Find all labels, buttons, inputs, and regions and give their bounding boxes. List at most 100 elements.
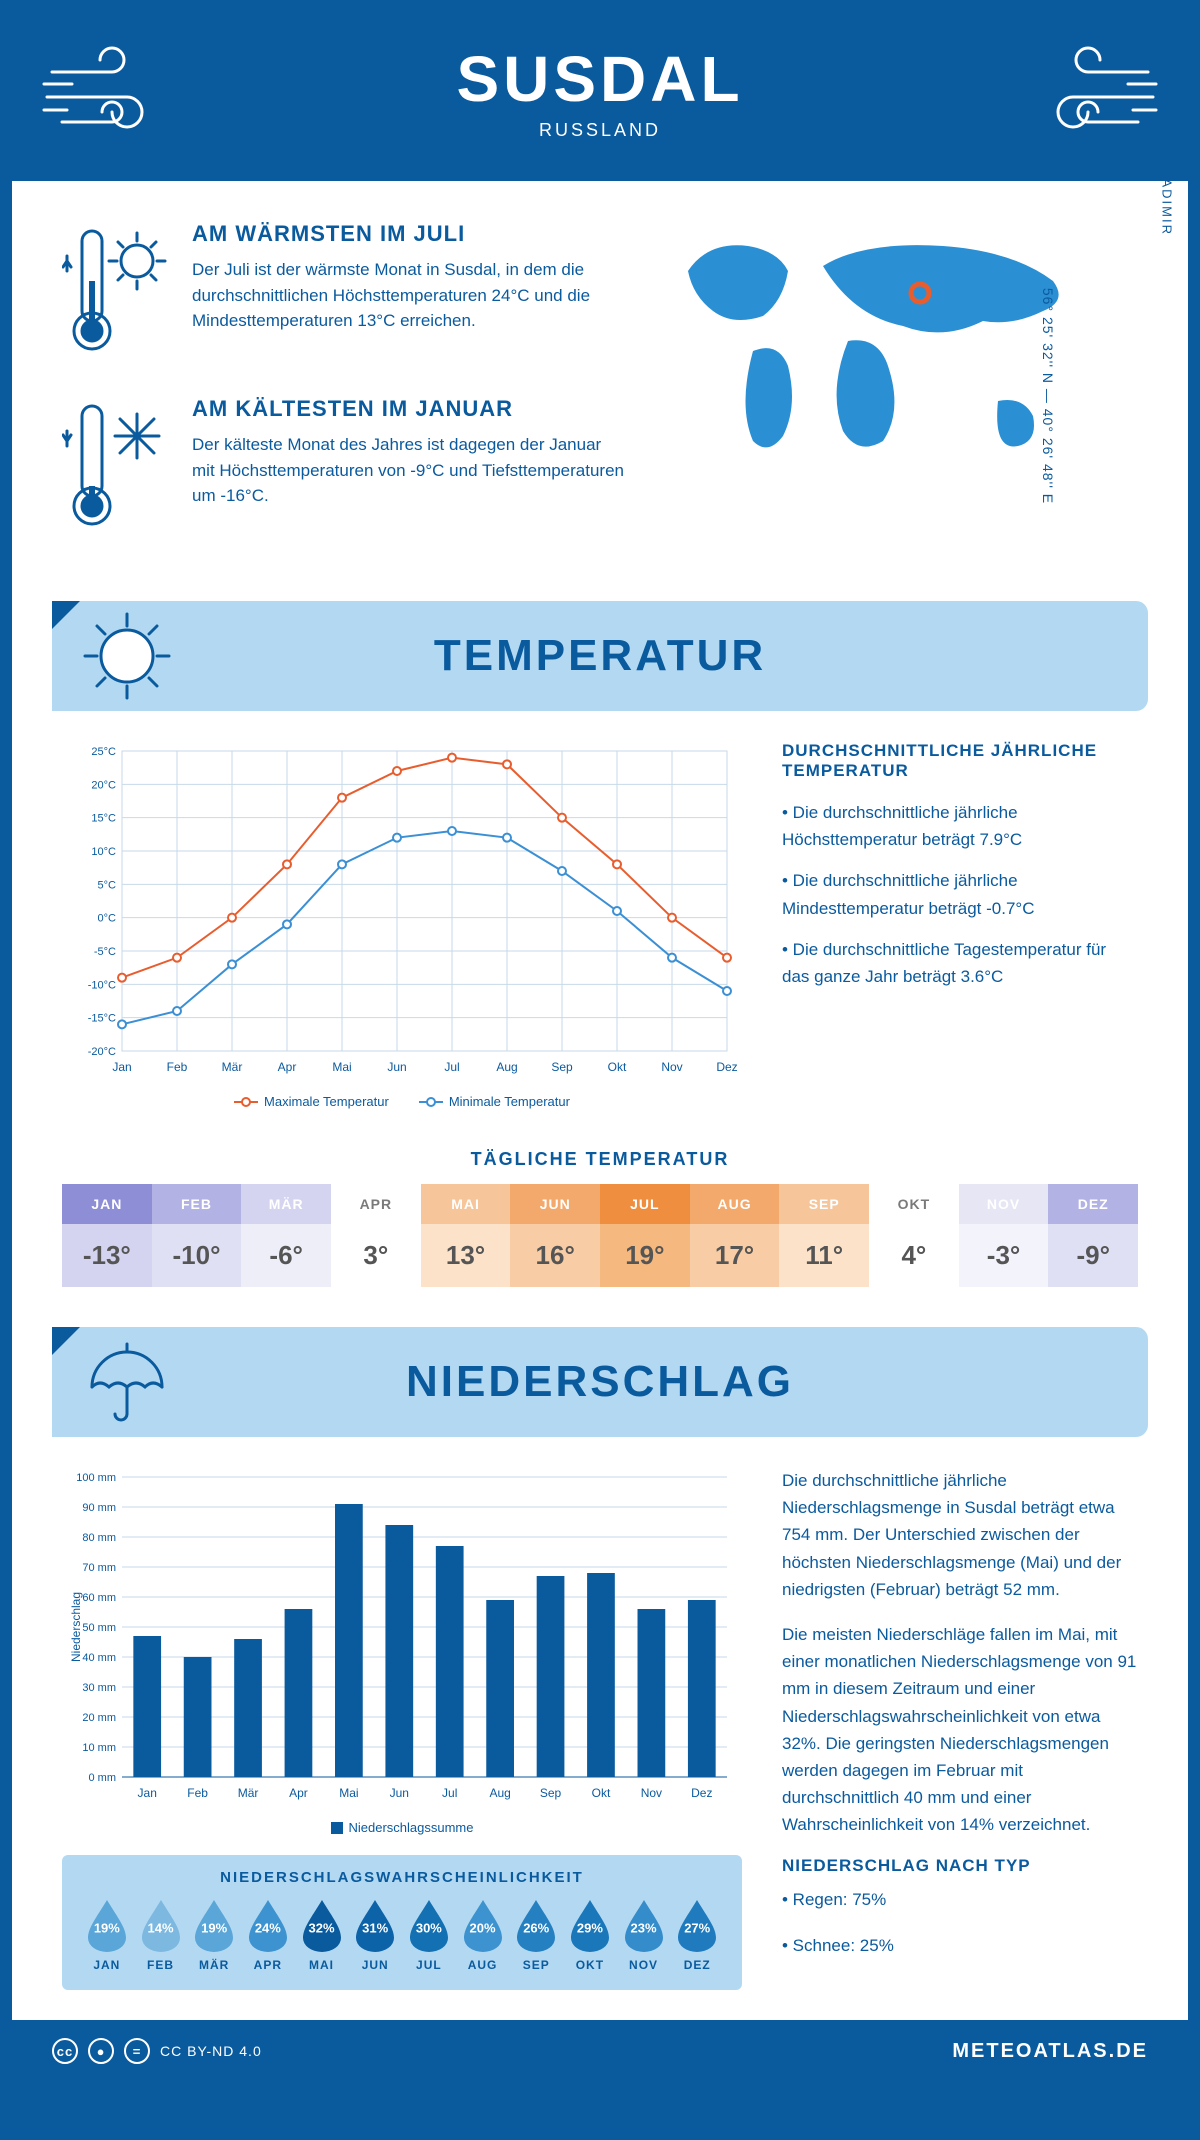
intro-section: AM WÄRMSTEN IM JULI Der Juli ist der wär… xyxy=(12,181,1188,601)
svg-text:80 mm: 80 mm xyxy=(82,1532,116,1544)
precipitation-text-block: Die durchschnittliche jährliche Niedersc… xyxy=(782,1467,1138,1990)
svg-text:Feb: Feb xyxy=(167,1060,188,1074)
svg-text:5°C: 5°C xyxy=(98,879,117,891)
svg-text:Feb: Feb xyxy=(187,1786,208,1800)
svg-text:Mai: Mai xyxy=(332,1060,351,1074)
daily-col: APR 3° xyxy=(331,1184,421,1287)
daily-col: AUG 17° xyxy=(690,1184,780,1287)
cc-icon: cc xyxy=(52,2038,78,2064)
site-label: METEOATLAS.DE xyxy=(952,2040,1148,2063)
map-block: VLADIMIR 56° 25' 32'' N — 40° 26' 48'' E xyxy=(658,221,1138,571)
daily-col: JUL 19° xyxy=(600,1184,690,1287)
coldest-block: AM KÄLTESTEN IM JANUAR Der kälteste Mona… xyxy=(62,396,628,541)
probability-item: 23% NOV xyxy=(617,1898,671,1972)
svg-text:Sep: Sep xyxy=(540,1786,562,1800)
region-label: VLADIMIR xyxy=(1159,159,1174,236)
svg-text:Mär: Mär xyxy=(222,1060,243,1074)
svg-text:-20°C: -20°C xyxy=(88,1046,116,1058)
daily-col: MAI 13° xyxy=(421,1184,511,1287)
svg-text:10°C: 10°C xyxy=(91,846,116,858)
stat-line: • Die durchschnittliche jährliche Höchst… xyxy=(782,799,1138,853)
by-icon: ● xyxy=(88,2038,114,2064)
svg-text:Jul: Jul xyxy=(442,1786,457,1800)
thermometer-snow-icon xyxy=(62,396,172,541)
probability-item: 29% OKT xyxy=(563,1898,617,1972)
wind-icon-left xyxy=(42,42,182,157)
world-map-icon xyxy=(658,221,1088,481)
raindrop-icon: 27% xyxy=(676,1898,718,1952)
svg-text:10 mm: 10 mm xyxy=(82,1742,116,1754)
legend-max-temp: Maximale Temperatur xyxy=(234,1094,389,1109)
daily-col: JUN 16° xyxy=(510,1184,600,1287)
svg-text:Aug: Aug xyxy=(496,1060,517,1074)
daily-col: JAN -13° xyxy=(62,1184,152,1287)
coordinates-label: 56° 25' 32'' N — 40° 26' 48'' E xyxy=(1040,288,1056,504)
svg-text:Niederschlag: Niederschlag xyxy=(69,1592,83,1662)
svg-text:Jul: Jul xyxy=(444,1060,459,1074)
svg-text:Dez: Dez xyxy=(716,1060,737,1074)
svg-text:Dez: Dez xyxy=(691,1786,712,1800)
raindrop-icon: 32% xyxy=(301,1898,343,1952)
probability-item: 26% SEP xyxy=(509,1898,563,1972)
header: SUSDAL RUSSLAND xyxy=(12,12,1188,181)
raindrop-icon: 20% xyxy=(462,1898,504,1952)
probability-item: 27% DEZ xyxy=(670,1898,724,1972)
raindrop-icon: 24% xyxy=(247,1898,289,1952)
svg-text:Nov: Nov xyxy=(661,1060,682,1074)
warmest-block: AM WÄRMSTEN IM JULI Der Juli ist der wär… xyxy=(62,221,628,366)
thermometer-sun-icon xyxy=(62,221,172,366)
svg-text:Jun: Jun xyxy=(390,1786,409,1800)
precipitation-bar-chart: 0 mm10 mm20 mm30 mm40 mm50 mm60 mm70 mm8… xyxy=(62,1467,742,1807)
svg-text:20°C: 20°C xyxy=(91,779,116,791)
stats-title: DURCHSCHNITTLICHE JÄHRLICHE TEMPERATUR xyxy=(782,741,1138,781)
probability-item: 30% JUL xyxy=(402,1898,456,1972)
precip-by-type-title: NIEDERSCHLAG NACH TYP xyxy=(782,1856,1138,1876)
svg-text:Mär: Mär xyxy=(238,1786,259,1800)
svg-text:Apr: Apr xyxy=(289,1786,308,1800)
svg-text:Nov: Nov xyxy=(641,1786,662,1800)
coldest-title: AM KÄLTESTEN IM JANUAR xyxy=(192,396,628,422)
raindrop-icon: 14% xyxy=(140,1898,182,1952)
city-title: SUSDAL xyxy=(32,42,1168,116)
svg-text:20 mm: 20 mm xyxy=(82,1712,116,1724)
raindrop-icon: 19% xyxy=(86,1898,128,1952)
precip-type-line: • Regen: 75% xyxy=(782,1886,1138,1913)
precipitation-probability-box: NIEDERSCHLAGSWAHRSCHEINLICHKEIT 19% JAN … xyxy=(62,1855,742,1990)
warmest-title: AM WÄRMSTEN IM JULI xyxy=(192,221,628,247)
daily-col: SEP 11° xyxy=(779,1184,869,1287)
precip-type-line: • Schnee: 25% xyxy=(782,1932,1138,1959)
svg-text:0°C: 0°C xyxy=(98,913,117,925)
temperature-line-chart: -20°C-15°C-10°C-5°C0°C5°C10°C15°C20°C25°… xyxy=(62,741,742,1109)
infographic-page: SUSDAL RUSSLAND AM WÄRMSTEN IM JULI Der … xyxy=(0,0,1200,2094)
precip-text-1: Die durchschnittliche jährliche Niedersc… xyxy=(782,1467,1138,1603)
svg-text:0 mm: 0 mm xyxy=(89,1772,117,1784)
svg-text:Mai: Mai xyxy=(339,1786,358,1800)
svg-text:Apr: Apr xyxy=(278,1060,297,1074)
svg-text:30 mm: 30 mm xyxy=(82,1682,116,1694)
raindrop-icon: 19% xyxy=(193,1898,235,1952)
probability-item: 19% JAN xyxy=(80,1898,134,1972)
svg-text:60 mm: 60 mm xyxy=(82,1592,116,1604)
svg-text:40 mm: 40 mm xyxy=(82,1652,116,1664)
temperature-section-header: TEMPERATUR xyxy=(52,601,1148,711)
wind-icon-right xyxy=(1018,42,1158,157)
svg-text:-10°C: -10°C xyxy=(88,979,116,991)
raindrop-icon: 29% xyxy=(569,1898,611,1952)
precipitation-title: NIEDERSCHLAG xyxy=(202,1357,1148,1407)
temperature-stats: DURCHSCHNITTLICHE JÄHRLICHE TEMPERATUR •… xyxy=(782,741,1138,1109)
precipitation-section-header: NIEDERSCHLAG xyxy=(52,1327,1148,1437)
probability-item: 19% MÄR xyxy=(187,1898,241,1972)
svg-text:50 mm: 50 mm xyxy=(82,1622,116,1634)
svg-text:90 mm: 90 mm xyxy=(82,1502,116,1514)
warmest-text: Der Juli ist der wärmste Monat in Susdal… xyxy=(192,257,628,334)
probability-item: 24% APR xyxy=(241,1898,295,1972)
daily-col: OKT 4° xyxy=(869,1184,959,1287)
daily-temp-table: JAN -13°FEB -10°MÄR -6°APR 3°MAI 13°JUN … xyxy=(62,1184,1138,1287)
probability-item: 20% AUG xyxy=(456,1898,510,1972)
svg-text:100 mm: 100 mm xyxy=(76,1472,116,1484)
svg-text:Okt: Okt xyxy=(608,1060,627,1074)
daily-col: NOV -3° xyxy=(959,1184,1049,1287)
daily-col: MÄR -6° xyxy=(241,1184,331,1287)
legend-min-temp: Minimale Temperatur xyxy=(419,1094,570,1109)
probability-item: 31% JUN xyxy=(348,1898,402,1972)
